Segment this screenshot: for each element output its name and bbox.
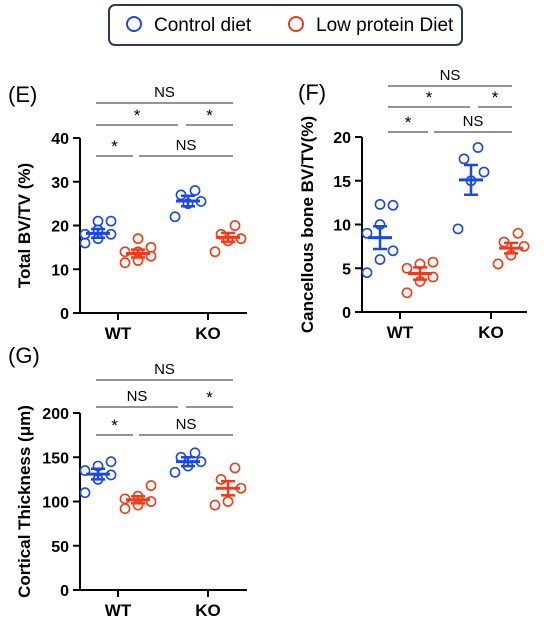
data-point xyxy=(401,262,413,274)
y-tick-label: 0 xyxy=(342,305,351,322)
data-point xyxy=(229,220,241,231)
data-point xyxy=(452,223,464,235)
y-tick-label: 20 xyxy=(333,130,351,147)
data-point xyxy=(458,153,470,165)
data-point xyxy=(222,496,234,507)
data-point xyxy=(119,246,131,258)
significance-label: * xyxy=(111,137,118,156)
y-tick-label: 100 xyxy=(42,495,69,512)
significance-label: NS xyxy=(440,67,461,84)
significance-label: NS xyxy=(154,84,175,101)
panel-label: (E) xyxy=(8,82,37,107)
data-point xyxy=(132,233,144,245)
significance-label: * xyxy=(111,416,118,435)
data-point xyxy=(229,462,241,474)
legend: Control diet Low protein Diet xyxy=(108,4,463,46)
data-point xyxy=(145,241,157,253)
data-point xyxy=(145,480,157,491)
x-tick-label: WT xyxy=(387,323,414,342)
y-tick-label: 40 xyxy=(51,131,69,148)
y-tick-label: 50 xyxy=(51,539,69,556)
significance-label: * xyxy=(405,113,412,132)
panel-label: (G) xyxy=(8,343,40,368)
y-tick-label: 30 xyxy=(51,175,69,192)
data-point xyxy=(361,267,373,279)
data-point xyxy=(215,473,227,485)
data-point xyxy=(492,258,504,270)
y-axis-label: Total BV/TV (%) xyxy=(15,163,34,288)
legend-control-label: Control diet xyxy=(154,15,252,36)
y-tick-label: 0 xyxy=(60,306,69,323)
circle-marker-icon xyxy=(126,16,142,33)
significance-label: NS xyxy=(176,137,197,154)
significance-label: NS xyxy=(463,113,484,130)
data-point xyxy=(478,166,490,178)
data-point xyxy=(401,287,413,299)
y-tick-label: 10 xyxy=(51,262,69,279)
significance-label: * xyxy=(426,88,433,107)
significance-label: NS xyxy=(154,361,175,378)
significance-label: NS xyxy=(127,388,148,405)
significance-label: * xyxy=(206,106,213,125)
x-tick-label: WT xyxy=(105,601,132,620)
legend-item-control: Control diet xyxy=(126,15,251,37)
data-point xyxy=(427,271,439,283)
data-point xyxy=(119,503,131,514)
y-tick-label: 15 xyxy=(333,174,351,191)
legend-low-protein-label: Low protein Diet xyxy=(316,15,454,36)
x-tick-label: KO xyxy=(478,323,504,342)
legend-item-low-protein: Low protein Diet xyxy=(288,15,453,37)
data-point xyxy=(169,211,181,223)
significance-label: NS xyxy=(176,416,197,433)
significance-label: * xyxy=(492,88,499,107)
y-axis-label: Cortical Thickness (μm) xyxy=(15,405,34,598)
y-tick-label: 20 xyxy=(51,219,69,236)
data-point xyxy=(472,142,484,153)
data-point xyxy=(387,199,399,211)
x-tick-label: KO xyxy=(195,601,221,620)
data-point xyxy=(92,215,104,227)
data-point xyxy=(119,257,131,269)
data-point xyxy=(105,456,117,468)
x-tick-label: WT xyxy=(105,324,132,343)
data-point xyxy=(79,237,91,249)
data-point xyxy=(209,499,221,511)
data-point xyxy=(361,227,373,239)
panel-label: (F) xyxy=(298,80,326,105)
significance-label: * xyxy=(134,106,141,125)
data-point xyxy=(215,228,227,240)
data-point xyxy=(79,465,91,476)
data-point xyxy=(169,466,181,478)
data-point xyxy=(189,185,201,196)
x-tick-label: KO xyxy=(195,324,221,343)
y-tick-label: 200 xyxy=(42,406,69,423)
data-point xyxy=(79,487,91,499)
y-tick-label: 150 xyxy=(42,450,69,467)
significance-label: * xyxy=(206,388,213,407)
y-tick-label: 5 xyxy=(342,261,351,278)
data-point xyxy=(209,246,221,258)
data-point xyxy=(427,256,439,268)
data-point xyxy=(145,496,157,507)
y-tick-label: 0 xyxy=(60,583,69,600)
data-point xyxy=(518,240,530,252)
y-tick-label: 10 xyxy=(333,218,351,235)
y-axis-label: Cancellous bone BV/TV(%) xyxy=(298,116,317,333)
circle-marker-icon xyxy=(288,16,304,33)
data-point xyxy=(387,245,399,257)
data-point xyxy=(374,254,386,265)
data-point xyxy=(105,215,117,227)
data-point xyxy=(374,198,386,210)
data-point xyxy=(512,227,524,239)
